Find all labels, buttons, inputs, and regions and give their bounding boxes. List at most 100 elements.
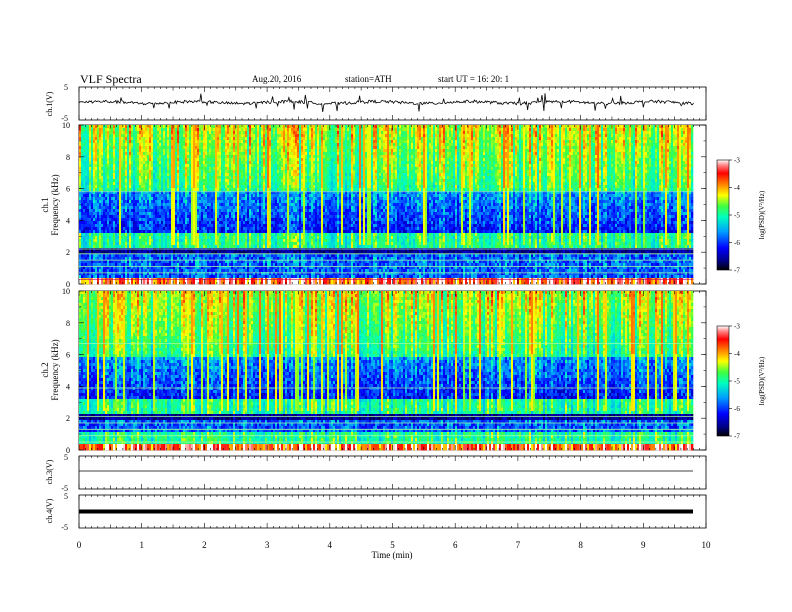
spectrogram-cell	[107, 269, 109, 272]
spectrogram-cell	[97, 263, 99, 266]
spectrogram-cell	[81, 212, 83, 215]
spectrogram-cell	[115, 206, 117, 209]
spectrogram-cell	[97, 221, 99, 224]
spectrogram-cell	[81, 263, 83, 266]
spectrogram-cell	[103, 254, 105, 257]
spectrogram-cell	[79, 227, 81, 230]
spectrogram-cell	[83, 248, 85, 251]
spectrogram-cell	[81, 140, 83, 143]
spectrogram-cell	[85, 161, 87, 164]
spectrogram-cell	[105, 275, 107, 278]
spectrogram-cell	[103, 131, 105, 134]
spectrogram-cell	[109, 218, 111, 221]
spectrogram-cell	[95, 263, 97, 266]
spectrogram-cell	[85, 176, 87, 179]
spectrogram-cell	[81, 179, 83, 182]
spectrogram-cell	[107, 131, 109, 134]
spectrogram-cell	[101, 278, 103, 281]
spectrogram-cell	[87, 134, 89, 137]
spectrogram-cell	[91, 179, 93, 182]
spectrogram-cell	[103, 176, 105, 179]
spectrogram-cell	[91, 158, 93, 161]
spectrogram-cell	[99, 248, 101, 251]
spectrogram-cell	[85, 206, 87, 209]
spectrogram-cell	[95, 128, 97, 131]
spectrogram-cell	[109, 239, 111, 242]
spectrogram-cell	[111, 170, 113, 173]
spectrogram-cell	[115, 230, 117, 233]
spectrogram-cell	[113, 218, 115, 221]
spectrogram-cell	[113, 155, 115, 158]
spectrogram-cell	[99, 245, 101, 248]
spectrogram-cell	[89, 131, 91, 134]
spectrogram-cell	[87, 143, 89, 146]
spectrogram-cell	[99, 278, 101, 281]
spectrogram-cell	[105, 281, 107, 284]
spectrogram-cell	[97, 164, 99, 167]
spectrogram-cell	[103, 146, 105, 149]
spectrogram-cell	[97, 146, 99, 149]
spectrogram-cell	[109, 143, 111, 146]
spectrogram-cell	[107, 149, 109, 152]
spectrogram-cell	[93, 275, 95, 278]
spectrogram-cell	[95, 152, 97, 155]
spectrogram-cell	[105, 263, 107, 266]
spectrogram-cell	[91, 215, 93, 218]
spectrogram-cell	[103, 161, 105, 164]
spectrogram-cell	[105, 278, 107, 281]
spectrogram-cell	[95, 176, 97, 179]
spectrogram-cell	[81, 239, 83, 242]
spectrogram-cell	[111, 245, 113, 248]
spectrogram-cell	[91, 173, 93, 176]
spectrogram-cell	[97, 188, 99, 191]
spectrogram-cell	[93, 194, 95, 197]
spectrogram-cell	[111, 185, 113, 188]
station-label: station=ATH	[345, 74, 392, 84]
spectrogram-cell	[109, 230, 111, 233]
spectrogram-cell	[79, 197, 81, 200]
spectrogram-cell	[113, 161, 115, 164]
spectrogram-cell	[107, 209, 109, 212]
spectrogram-cell	[95, 155, 97, 158]
spectrogram-cell	[101, 143, 103, 146]
spectrogram-cell	[113, 176, 115, 179]
spectrogram-cell	[113, 227, 115, 230]
spectrogram-cell	[89, 125, 91, 128]
spectrogram-cell	[79, 233, 81, 236]
spectrogram-cell	[103, 200, 105, 203]
spectrogram-cell	[83, 179, 85, 182]
spectrogram-cell	[85, 209, 87, 212]
spectrogram-cell	[95, 230, 97, 233]
spectrogram-cell	[105, 242, 107, 245]
spectrogram-cell	[111, 206, 113, 209]
spectrogram-cell	[109, 140, 111, 143]
spectrogram-cell	[91, 188, 93, 191]
spectrogram-cell	[103, 134, 105, 137]
spectrogram-cell	[101, 230, 103, 233]
spectrogram-cell	[83, 182, 85, 185]
spectrogram-cell	[113, 146, 115, 149]
spectrogram-cell	[105, 137, 107, 140]
spectrogram-cell	[87, 194, 89, 197]
spectrogram-cell	[113, 128, 115, 131]
spectrogram-cell	[103, 269, 105, 272]
spectrogram-cell	[105, 236, 107, 239]
spectrogram-cell	[115, 155, 117, 158]
spectrogram-cell	[89, 263, 91, 266]
spectrogram-cell	[105, 194, 107, 197]
spectrogram-cell	[107, 245, 109, 248]
spectrogram-cell	[113, 164, 115, 167]
spectrogram-cell	[91, 140, 93, 143]
spectrogram-cell	[93, 203, 95, 206]
spectrogram-cell	[109, 209, 111, 212]
spectrogram-cell	[105, 152, 107, 155]
spectrogram-cell	[87, 197, 89, 200]
spectrogram-cell	[87, 176, 89, 179]
spectrogram-cell	[87, 125, 89, 128]
spectrogram-cell	[111, 239, 113, 242]
spectrogram-cell	[101, 167, 103, 170]
spectrogram-cell	[107, 185, 109, 188]
spectrogram-cell	[113, 173, 115, 176]
spectrogram-cell	[97, 245, 99, 248]
spectrogram-cell	[101, 176, 103, 179]
